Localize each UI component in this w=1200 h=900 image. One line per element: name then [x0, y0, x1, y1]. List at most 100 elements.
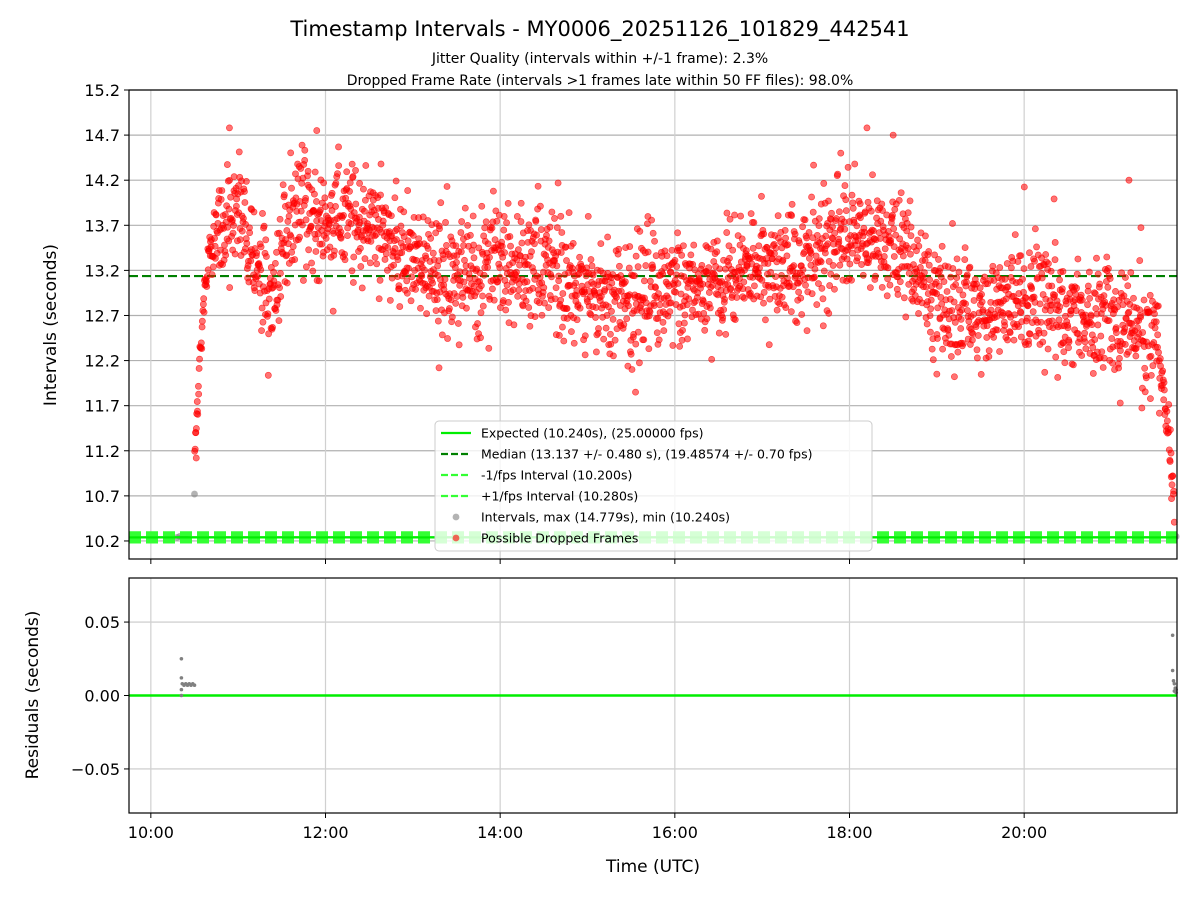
dropped-frame-point [439, 255, 447, 263]
residual-point [192, 683, 197, 688]
dropped-frame-point [797, 294, 805, 302]
dropped-frame-point [787, 308, 795, 316]
dropped-frame-point [684, 335, 691, 343]
dropped-frame-point [608, 279, 616, 287]
dropped-frame-point [208, 271, 216, 278]
dropped-frame-point [825, 197, 832, 205]
intervals-y-tick-label: 13.7 [84, 216, 120, 235]
dropped-frame-point [866, 284, 874, 291]
dropped-frame-point [443, 183, 451, 190]
dropped-frame-point [563, 257, 570, 264]
dropped-frame-point [227, 193, 235, 201]
dropped-frame-point [884, 264, 892, 272]
dropped-frame-point [1020, 265, 1028, 273]
dropped-frame-point [760, 230, 768, 238]
dropped-frame-point [818, 284, 826, 292]
dropped-frame-point [212, 211, 220, 219]
dropped-frame-point [642, 262, 650, 269]
dropped-frame-point [765, 341, 773, 349]
dropped-frame-point [357, 263, 365, 270]
dropped-frame-point [452, 242, 460, 250]
dropped-frame-point [496, 273, 504, 281]
dropped-frame-point [1136, 306, 1143, 314]
dropped-frame-point [592, 314, 599, 321]
dropped-frame-point [758, 192, 765, 200]
dropped-frame-point [1045, 260, 1052, 267]
legend-label: Intervals, max (14.779s), min (10.240s) [481, 510, 730, 525]
dropped-frame-point [733, 294, 741, 301]
dropped-frame-point [1029, 308, 1037, 316]
dropped-frame-point [230, 173, 238, 181]
dropped-frame-point [848, 276, 855, 284]
dropped-frame-point [826, 282, 834, 289]
dropped-frame-point [1124, 282, 1132, 290]
dropped-frame-point [928, 345, 936, 353]
dropped-frame-point [373, 260, 381, 268]
dropped-frame-point [540, 284, 548, 292]
dropped-frame-point [228, 216, 236, 224]
dropped-frame-point [929, 356, 937, 364]
dropped-frame-point [738, 235, 746, 243]
dropped-frame-point [568, 328, 575, 336]
dropped-frame-point [541, 299, 548, 307]
dropped-frame-point [513, 268, 520, 276]
dropped-frame-point [377, 191, 384, 199]
dropped-frame-point [713, 248, 721, 256]
dropped-frame-point [933, 370, 941, 378]
intervals-plot-frame [128, 89, 1178, 560]
dropped-frame-point [1103, 253, 1111, 261]
dropped-frame-point [269, 324, 276, 331]
dropped-frame-point [689, 306, 696, 314]
residual-point [179, 656, 184, 661]
dropped-frame-point [275, 317, 283, 325]
dropped-frame-point [429, 249, 437, 257]
dropped-frame-point [326, 243, 334, 251]
dropped-frame-point [1099, 364, 1107, 371]
dropped-frame-point [531, 313, 539, 321]
dropped-frame-point [395, 285, 403, 293]
dropped-frame-point [812, 252, 820, 260]
dropped-frame-point [911, 292, 919, 299]
dropped-frame-point [289, 243, 297, 250]
chart-subtitle-jitter: Jitter Quality (intervals within +/-1 fr… [431, 51, 768, 67]
dropped-frame-point [394, 256, 402, 264]
dropped-frame-point [1122, 274, 1129, 281]
dropped-frame-point [914, 236, 921, 244]
x-tick-label: 18:00 [826, 823, 872, 842]
dropped-frame-point [1127, 269, 1135, 276]
dropped-frame-point [517, 199, 525, 207]
dropped-frame-point [926, 312, 934, 319]
dropped-frame-point [236, 236, 244, 243]
dropped-frame-point [554, 179, 562, 187]
dropped-frame-point [506, 233, 514, 240]
dropped-frame-point [424, 245, 432, 252]
dropped-frame-point [832, 215, 840, 222]
dropped-frame-point [1011, 311, 1019, 319]
dropped-frame-point [367, 237, 375, 245]
dropped-frame-point [915, 242, 923, 250]
dropped-frame-point [1109, 359, 1116, 367]
dropped-frame-point [283, 227, 291, 234]
dropped-frame-point [1078, 296, 1086, 304]
dropped-frame-point [1085, 268, 1093, 276]
dropped-frame-point [534, 182, 542, 190]
dropped-frame-point [332, 179, 340, 187]
dropped-frame-point [335, 143, 342, 151]
dropped-frame-point [890, 253, 898, 260]
dropped-frame-point [588, 262, 596, 270]
dropped-frame-point [737, 212, 745, 220]
dropped-frame-point [870, 227, 877, 235]
dropped-frame-point [340, 212, 347, 219]
dropped-frame-point [265, 295, 273, 303]
dropped-frame-point [774, 212, 782, 220]
dropped-frame-point [1082, 345, 1090, 353]
dropped-frame-point [1052, 353, 1060, 361]
dropped-frame-point [361, 207, 368, 215]
dropped-frame-point [1027, 263, 1035, 270]
dropped-frame-point [953, 274, 961, 282]
dropped-frame-point [302, 216, 310, 224]
dropped-frame-point [1017, 333, 1025, 341]
dropped-frame-point [825, 258, 833, 265]
dropped-frame-point [279, 181, 287, 189]
dropped-frame-point [382, 250, 390, 258]
